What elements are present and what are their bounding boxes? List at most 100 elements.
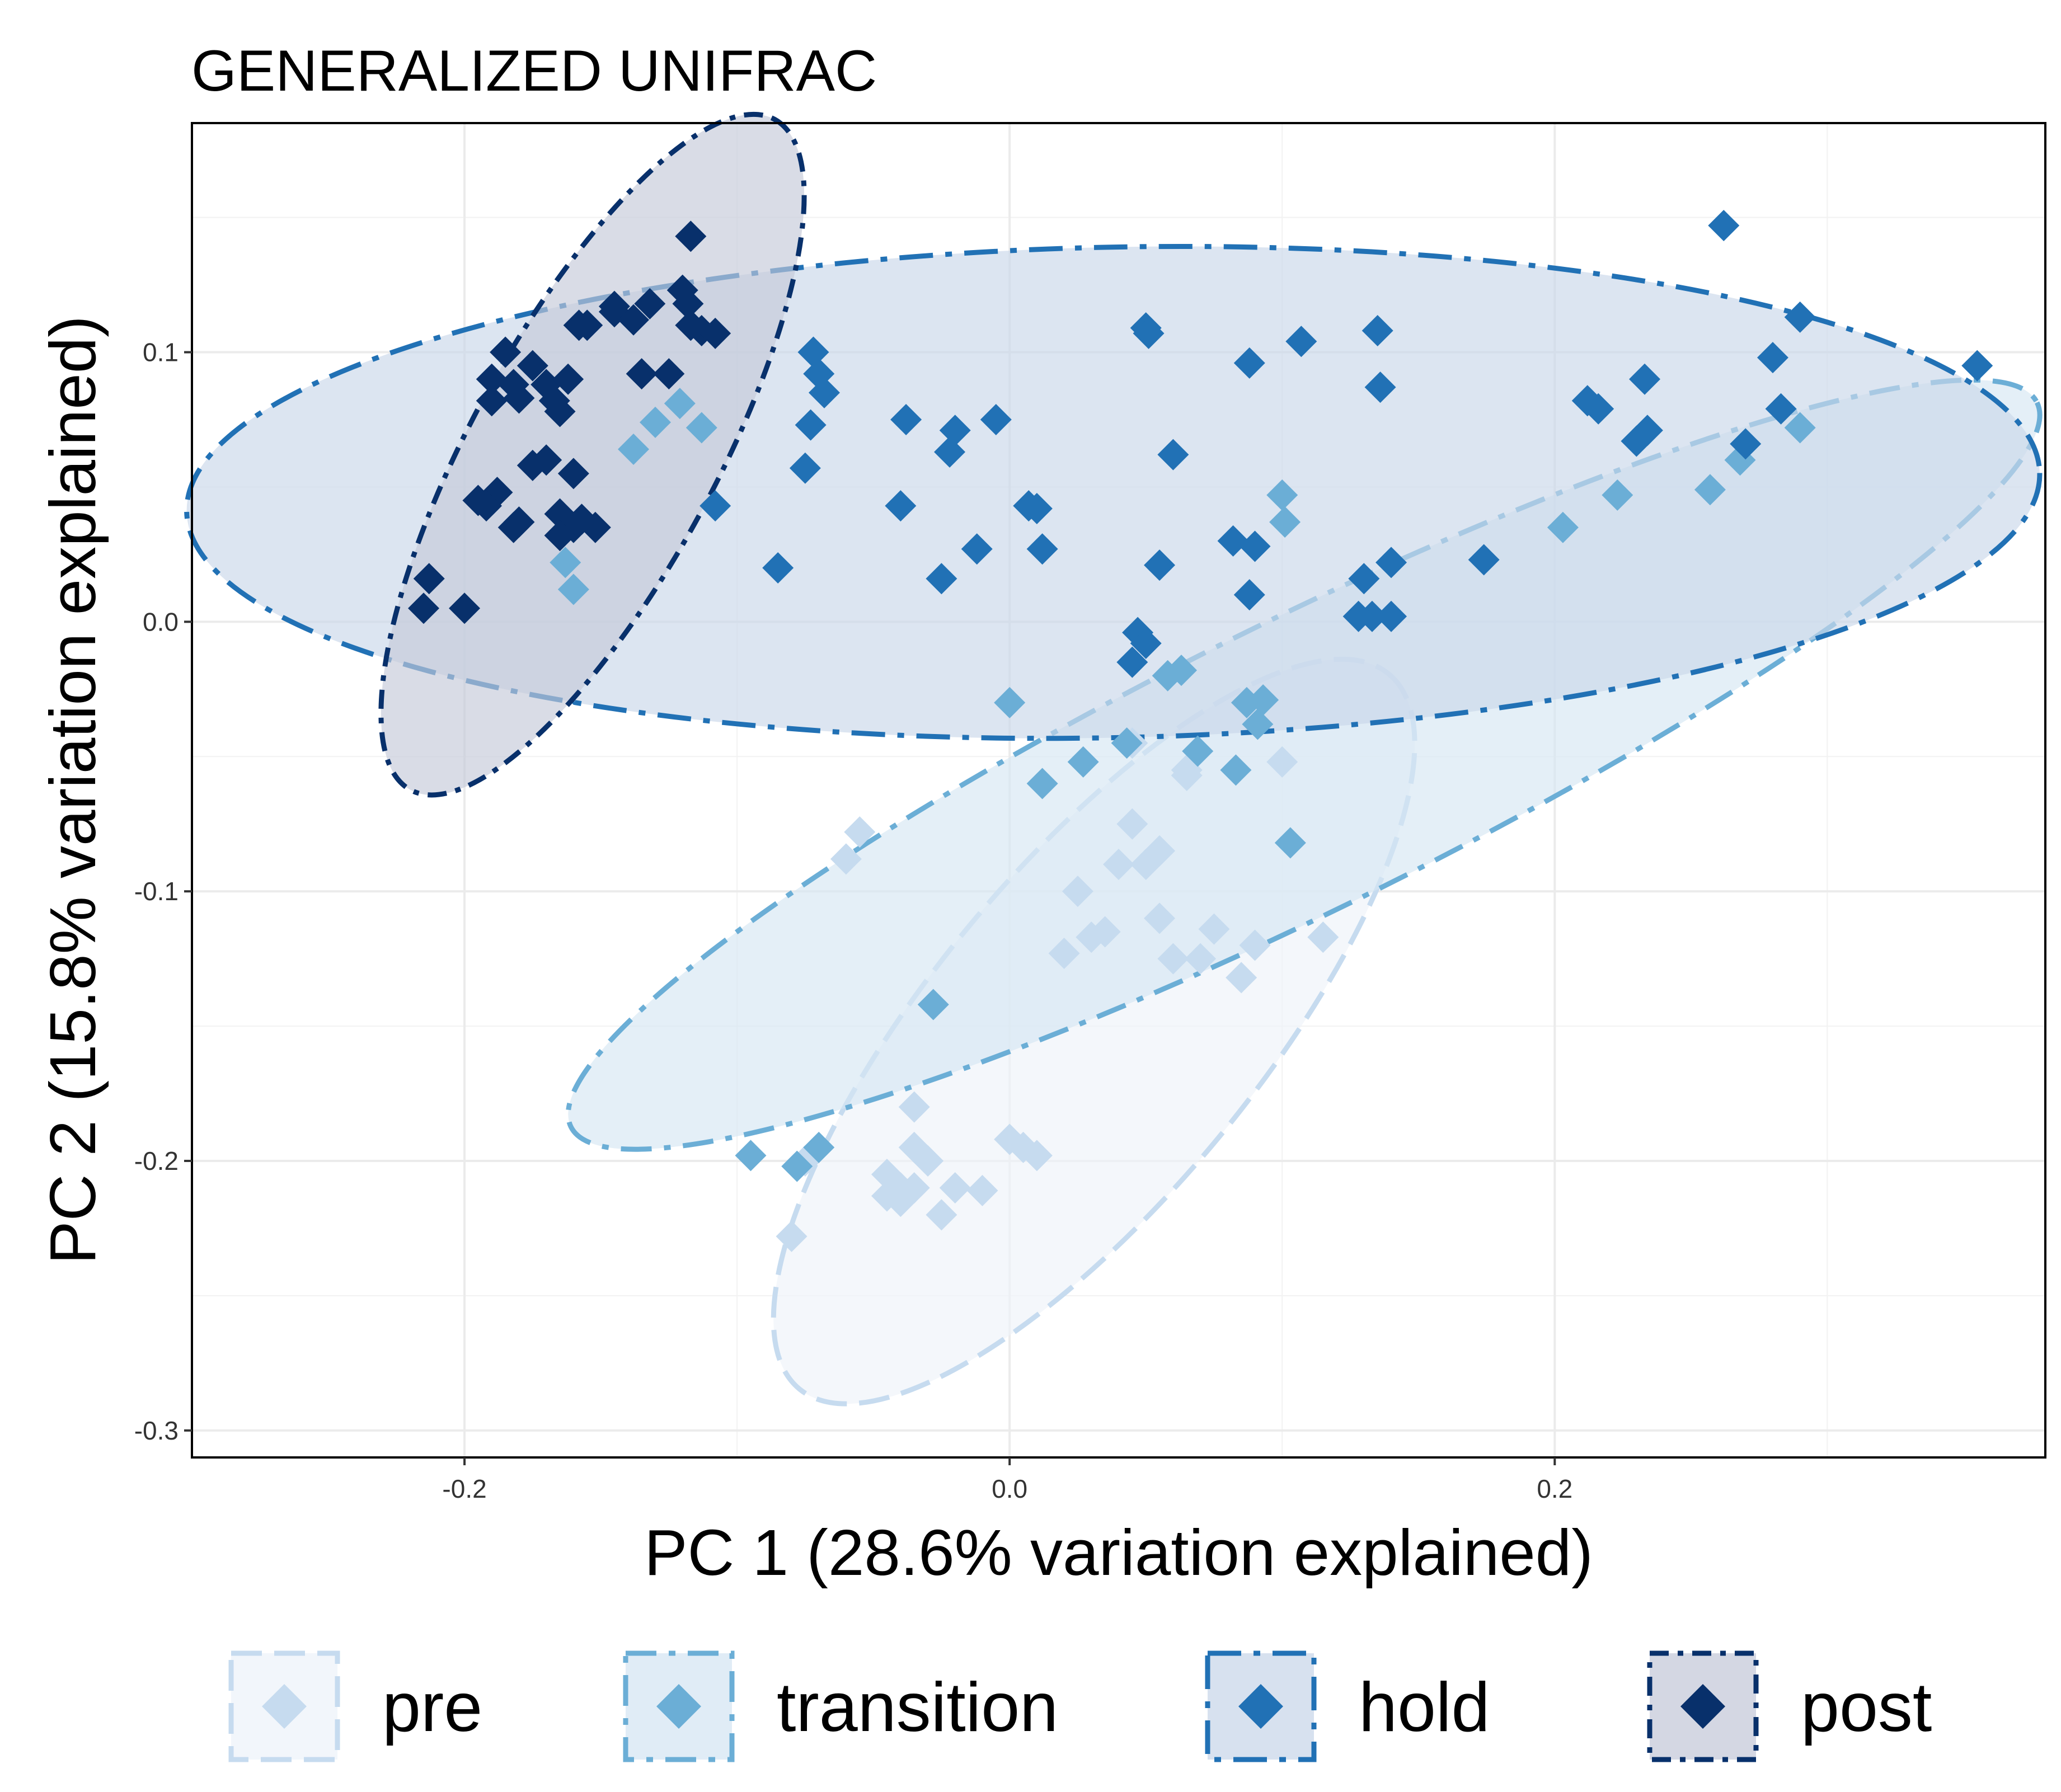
point-hold — [789, 452, 821, 484]
point-hold — [1116, 646, 1148, 678]
point-hold — [1364, 371, 1396, 403]
point-hold — [1130, 627, 1162, 659]
point-transition — [550, 547, 581, 578]
point-pre — [966, 1175, 998, 1206]
point-transition — [1269, 506, 1301, 538]
legend-item-post: post — [1647, 1650, 1932, 1762]
point-pre — [844, 816, 876, 848]
y-tick-label: -0.2 — [134, 1146, 179, 1175]
point-pre — [898, 1091, 930, 1123]
point-pre — [871, 1180, 903, 1212]
point-hold — [1133, 317, 1165, 349]
point-transition — [1247, 684, 1279, 716]
point-hold — [1342, 600, 1374, 632]
point-hold — [1375, 547, 1407, 578]
point-transition — [917, 989, 949, 1020]
legend-marker-transition — [656, 1684, 701, 1729]
point-pre — [1089, 916, 1121, 948]
x-tick-label: -0.2 — [442, 1474, 486, 1503]
point-hold — [1239, 530, 1271, 562]
point-transition — [557, 573, 589, 605]
point-post — [517, 350, 548, 382]
point-pre — [1185, 943, 1217, 975]
point-hold — [795, 409, 827, 441]
point-pre — [926, 1199, 957, 1231]
point-hold — [980, 404, 1012, 435]
point-pre — [1048, 938, 1080, 969]
ellipse-post — [378, 111, 807, 798]
point-transition — [1220, 754, 1252, 786]
point-post — [544, 396, 576, 427]
point-transition — [1067, 746, 1099, 778]
point-post — [675, 220, 707, 252]
point-hold — [890, 404, 922, 435]
point-pre — [1103, 849, 1134, 880]
point-pre — [776, 1220, 808, 1252]
point-hold — [939, 415, 971, 446]
point-pre — [1307, 921, 1339, 953]
legend-key-post — [1647, 1650, 1759, 1762]
point-post — [618, 304, 650, 336]
point-hold — [1362, 315, 1393, 346]
point-post — [497, 511, 529, 543]
point-hold — [1730, 428, 1762, 460]
point-pre — [1239, 929, 1271, 961]
x-tick-label: 0.0 — [992, 1474, 1027, 1503]
x-axis-ticks: -0.2 0.0 0.2 — [442, 1457, 1572, 1503]
point-hold — [1375, 600, 1407, 632]
x-axis-title: PC 1 (28.6% variation explained) — [644, 1516, 1593, 1589]
point-hold — [961, 533, 993, 565]
point-post — [626, 358, 658, 390]
point-post — [476, 385, 508, 417]
point-pre — [1266, 746, 1298, 778]
point-hold — [1468, 544, 1500, 576]
legend-item-pre: pre — [228, 1650, 482, 1762]
point-post — [476, 363, 508, 395]
point-pre — [830, 843, 862, 875]
point-hold — [1348, 563, 1380, 595]
point-transition — [618, 434, 650, 465]
point-transition — [803, 1131, 835, 1163]
point-pre — [1144, 835, 1176, 867]
point-pre — [1226, 962, 1257, 994]
point-transition — [1602, 479, 1633, 511]
point-hold — [1583, 393, 1614, 425]
legend-marker-post — [1680, 1684, 1725, 1729]
point-post — [653, 358, 685, 390]
point-hold — [1757, 342, 1788, 374]
point-hold — [1217, 525, 1249, 557]
y-tick-label: 0.1 — [143, 338, 179, 367]
point-pre — [1007, 1131, 1039, 1163]
y-tick-label: 0.0 — [143, 607, 179, 636]
point-hold — [797, 336, 829, 368]
point-hold — [762, 552, 794, 584]
legend-label-transition: transition — [777, 1669, 1058, 1746]
point-pre — [1116, 808, 1148, 840]
data-points — [408, 210, 1993, 1252]
x-tick-label: 0.2 — [1537, 1474, 1572, 1503]
point-transition — [686, 412, 717, 444]
legend-label-hold: hold — [1359, 1669, 1490, 1746]
point-transition — [1266, 479, 1298, 511]
point-transition — [1242, 708, 1274, 740]
point-pre — [1144, 902, 1176, 934]
point-transition — [1026, 768, 1058, 799]
y-tick-label: -0.3 — [134, 1416, 179, 1445]
point-pre — [1198, 913, 1230, 945]
y-tick-label: -0.1 — [134, 877, 179, 906]
point-post — [544, 520, 576, 552]
point-hold — [808, 377, 840, 408]
point-hold — [1631, 415, 1663, 446]
point-hold — [1233, 347, 1265, 379]
point-hold — [699, 490, 731, 522]
point-transition — [664, 388, 696, 420]
point-transition — [1784, 412, 1816, 444]
point-transition — [1182, 735, 1214, 767]
point-post — [675, 309, 707, 341]
point-transition — [640, 406, 671, 438]
point-hold — [1765, 393, 1797, 425]
point-post — [490, 336, 522, 368]
point-pre — [1021, 1140, 1053, 1172]
point-pre — [1157, 943, 1189, 975]
